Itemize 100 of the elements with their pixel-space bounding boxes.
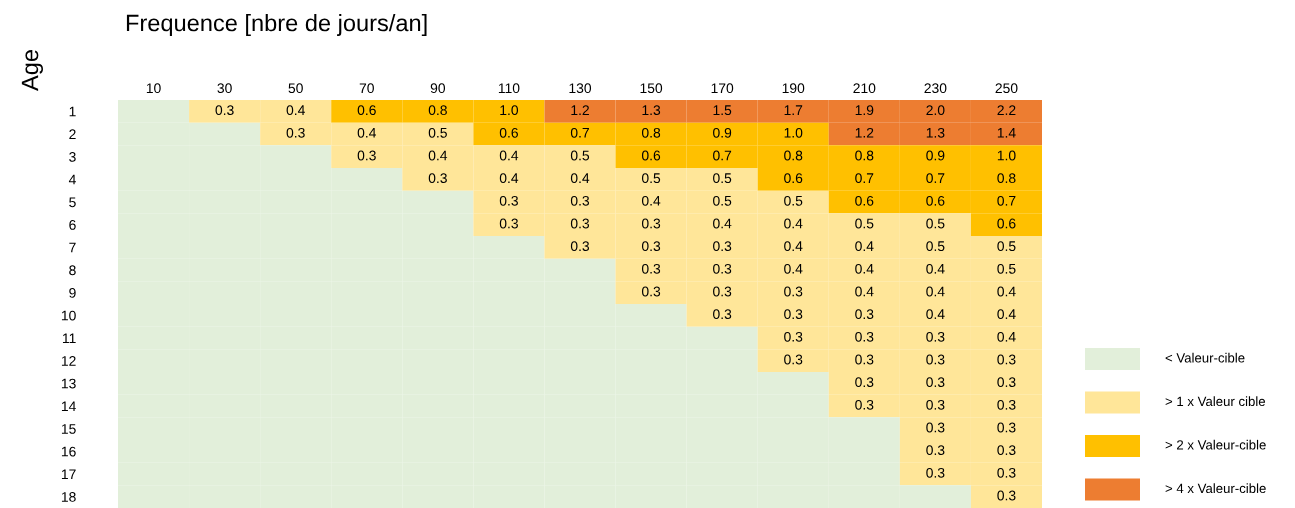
- data-label: 0.3: [784, 309, 803, 320]
- data-label: 0.3: [641, 286, 661, 297]
- data-label: 1.0: [997, 150, 1016, 161]
- text: < Valeur-cible: [1165, 352, 1245, 363]
- data-label: 0.4: [784, 241, 803, 252]
- x-tick-label: 90: [430, 83, 446, 94]
- y-tick-label: 16: [61, 446, 76, 457]
- data-label: 0.5: [570, 150, 590, 161]
- data-label: 0.4: [926, 286, 945, 297]
- data-label: 0.7: [713, 150, 732, 161]
- y-tick-label: 9: [69, 288, 76, 298]
- y-tick-label: 10: [61, 310, 76, 321]
- data-label: 0.4: [997, 331, 1016, 342]
- x-tick-label: 150: [640, 83, 663, 94]
- data-label: 0.5: [641, 173, 661, 184]
- y-tick-label: 4: [68, 174, 76, 185]
- data-label: 0.4: [499, 150, 519, 161]
- data-label: 0.3: [926, 422, 945, 433]
- data-label: 0.6: [926, 195, 945, 206]
- data-label: 1.2: [571, 105, 589, 115]
- y-tick-label: 2: [69, 129, 76, 140]
- data-label: 0.3: [641, 241, 661, 252]
- data-label: 0.5: [926, 218, 945, 229]
- data-label: 0.9: [713, 127, 732, 138]
- data-label: 0.3: [286, 127, 305, 138]
- data-label: 0.6: [997, 218, 1016, 229]
- data-label: 0.4: [784, 218, 803, 229]
- data-label: 0.4: [855, 286, 874, 297]
- data-label: 0.4: [855, 263, 874, 274]
- data-label: 1.0: [500, 105, 519, 116]
- x-tick-label: 210: [853, 83, 876, 94]
- data-label: 0.3: [570, 195, 590, 206]
- data-label: 0.5: [713, 195, 732, 206]
- data-label: 0.4: [570, 173, 590, 184]
- data-label: 1.9: [855, 105, 874, 116]
- text: > 1 x Valeur cible: [1165, 396, 1266, 407]
- data-label: 0.3: [499, 195, 518, 206]
- data-label: 0.7: [926, 173, 945, 184]
- data-label: 0.3: [997, 445, 1016, 456]
- y-tick-label: 12: [61, 356, 76, 366]
- data-label: 0.5: [997, 263, 1016, 274]
- data-label: 0.5: [784, 195, 803, 206]
- data-label: 0.3: [926, 377, 945, 388]
- data-label: 0.4: [784, 263, 803, 274]
- data-label: 0.7: [997, 195, 1016, 206]
- data-label: 0.3: [855, 309, 874, 320]
- chart-title: Frequence [nbre de jours/an]: [126, 14, 427, 36]
- data-label: 0.3: [357, 150, 376, 161]
- data-label: 0.3: [926, 354, 945, 365]
- data-label: 0.4: [428, 150, 448, 161]
- data-label: 0.3: [926, 331, 945, 342]
- data-label: 1.0: [784, 127, 803, 138]
- data-label: 0.4: [926, 263, 945, 274]
- data-label: 0.5: [855, 218, 874, 229]
- data-label: 1.3: [642, 105, 661, 116]
- y-tick-label: 6: [69, 220, 76, 230]
- data-label: 0.6: [357, 105, 376, 116]
- y-tick-label: 7: [69, 242, 76, 253]
- data-label: 0.3: [926, 399, 945, 410]
- x-tick-label: 10: [146, 83, 161, 94]
- data-label: 0.5: [997, 241, 1016, 252]
- data-label: 0.6: [784, 173, 803, 184]
- x-tick-label: 190: [782, 83, 805, 94]
- y-tick-label: 3: [69, 152, 76, 162]
- data-label: 0.3: [997, 399, 1016, 410]
- data-label: 0.4: [855, 241, 874, 252]
- x-tick-label: 50: [288, 83, 303, 94]
- data-label: 0.3: [855, 331, 874, 342]
- y-tick-label: 18: [61, 492, 76, 502]
- data-label: 0.8: [641, 127, 661, 138]
- text: > 4 x Valeur-cible: [1165, 483, 1266, 494]
- x-tick-label: 30: [217, 83, 232, 94]
- data-label: 0.3: [713, 263, 732, 274]
- y-tick-label: 15: [61, 424, 76, 434]
- data-label: 0.3: [641, 263, 661, 274]
- data-label: 0.3: [784, 331, 803, 342]
- data-label: 0.4: [926, 309, 945, 320]
- y-tick-label: 14: [61, 401, 76, 412]
- x-tick-label: 70: [359, 83, 374, 94]
- data-label: 0.3: [997, 490, 1016, 501]
- data-label: 0.6: [641, 150, 661, 161]
- y-axis-title: Age: [21, 50, 43, 91]
- data-label: 0.3: [570, 218, 590, 229]
- data-label: 1.4: [997, 128, 1016, 138]
- y-tick-label: 17: [61, 469, 76, 480]
- data-label: 0.3: [784, 286, 803, 297]
- data-label: 0.3: [713, 241, 732, 252]
- data-label: 0.7: [570, 127, 589, 138]
- data-label: 0.3: [997, 467, 1016, 478]
- data-label: 1.7: [784, 105, 803, 115]
- y-tick-label: 13: [61, 378, 76, 389]
- data-label: 0.8: [784, 150, 803, 161]
- data-label: 1.3: [926, 127, 945, 138]
- data-label: 0.3: [713, 286, 732, 297]
- data-label: 0.3: [997, 354, 1016, 365]
- data-label: 0.5: [926, 241, 945, 252]
- data-label: 0.9: [926, 150, 945, 161]
- data-label: 2.0: [926, 105, 945, 116]
- data-label: 1.5: [713, 105, 732, 116]
- data-label: 0.3: [926, 445, 945, 456]
